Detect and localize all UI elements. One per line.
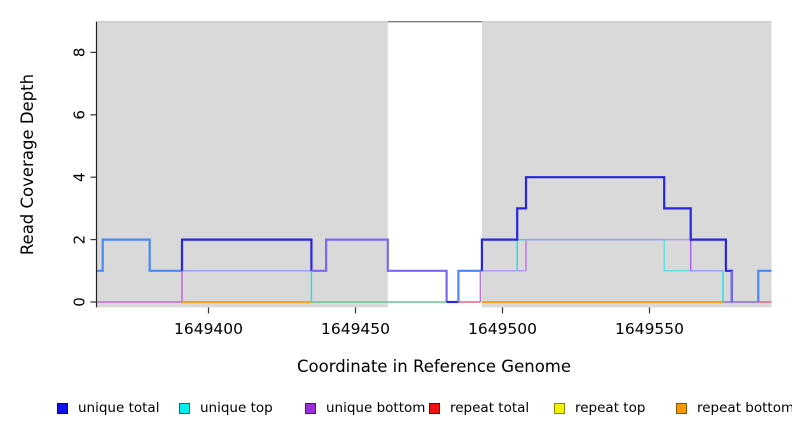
legend-swatch-icon bbox=[179, 402, 190, 414]
legend-label: unique bottom bbox=[326, 400, 426, 416]
legend-item-unique-bottom: unique bottom bbox=[305, 400, 425, 416]
legend-item-repeat-total: repeat total bbox=[429, 400, 529, 416]
x-tick-label-1649400: 1649400 bbox=[174, 320, 243, 338]
highlight-region-shaded-left bbox=[96, 21, 388, 308]
coverage-segment-24 bbox=[480, 176, 733, 302]
x-tick-label-1649500: 1649500 bbox=[468, 320, 537, 338]
legend-item-unique-top: unique top bbox=[179, 400, 273, 416]
legend-label: repeat total bbox=[450, 400, 530, 416]
x-tick-label-1649550: 1649550 bbox=[615, 320, 684, 338]
legend-swatch-icon bbox=[554, 402, 565, 414]
legend-item-repeat-top: repeat top bbox=[554, 400, 645, 416]
y-axis-title: Read Coverage Depth bbox=[18, 74, 37, 255]
y-tick-label-8: 8 bbox=[71, 48, 89, 58]
y-tick-label-2: 2 bbox=[71, 235, 89, 245]
coverage-segment-15 bbox=[663, 239, 691, 272]
legend-label: unique total bbox=[78, 400, 160, 416]
legend-label: repeat top bbox=[575, 400, 646, 416]
legend-label: repeat bottom bbox=[697, 400, 792, 416]
legend-swatch-icon bbox=[305, 402, 316, 414]
legend-label: unique top bbox=[200, 400, 273, 416]
x-tick-label-1649450: 1649450 bbox=[321, 320, 390, 338]
coverage-segment-23 bbox=[457, 269, 482, 302]
coverage-segment-21 bbox=[311, 238, 448, 302]
legend-swatch-icon bbox=[676, 402, 687, 414]
highlight-region-shaded-right bbox=[481, 21, 772, 308]
x-axis-title: Coordinate in Reference Genome bbox=[297, 357, 571, 376]
chart-legend: unique total unique top unique bottom repea… bbox=[0, 400, 792, 420]
y-tick-label-0: 0 bbox=[71, 297, 89, 307]
legend-item-repeat-bottom: repeat bottom bbox=[676, 400, 792, 416]
legend-swatch-icon bbox=[429, 402, 440, 414]
y-tick-label-4: 4 bbox=[71, 172, 89, 182]
legend-item-unique-total: unique total bbox=[57, 400, 159, 416]
coverage-segment-19 bbox=[96, 238, 182, 272]
coverage-segment-20 bbox=[180, 238, 313, 271]
y-tick-label-6: 6 bbox=[71, 110, 89, 120]
coverage-segment-26 bbox=[757, 269, 772, 302]
legend-swatch-icon bbox=[57, 402, 68, 414]
